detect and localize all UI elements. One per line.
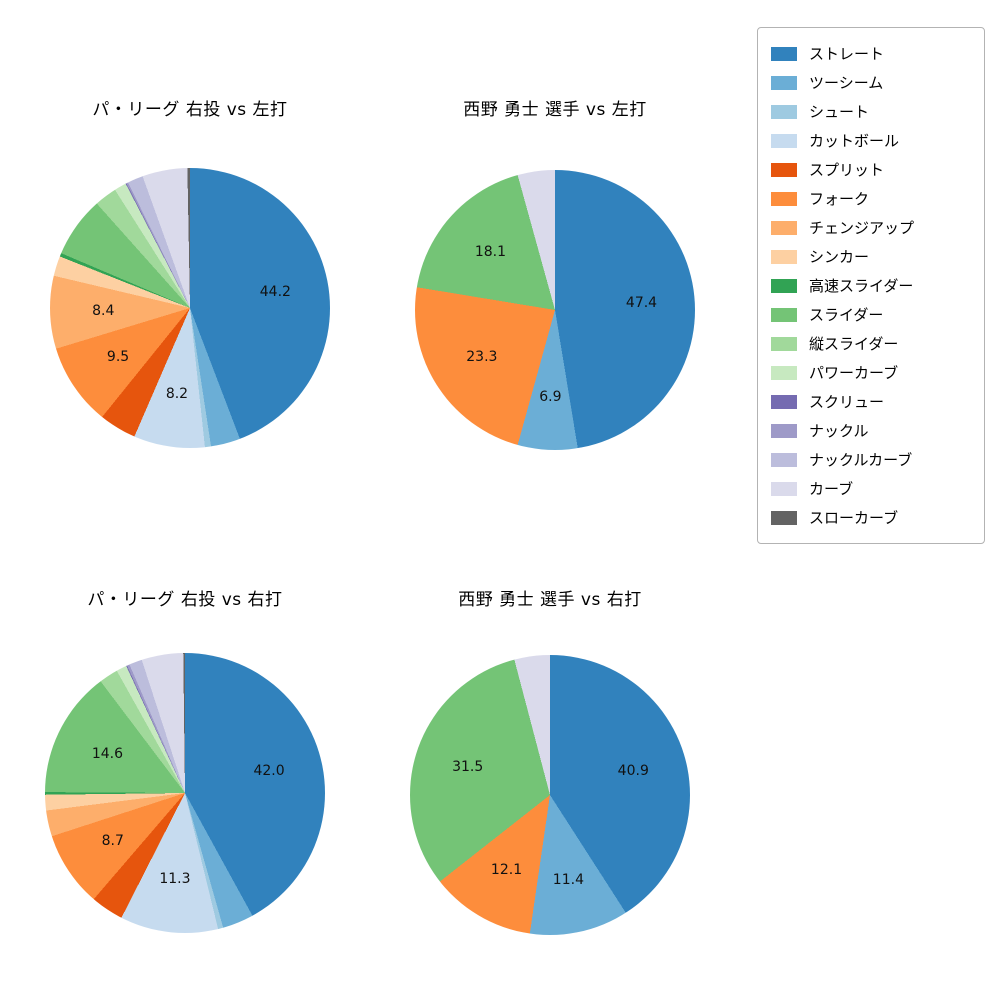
legend-swatch [771, 220, 797, 235]
slice-value-label: 44.2 [259, 284, 291, 301]
legend-swatch [771, 307, 797, 322]
legend-item: ツーシーム [771, 68, 971, 97]
pie-chart-pa-league-vs-rhb: 42.0 11.3 8.7 14.6 [45, 653, 325, 933]
legend-label: ツーシーム [809, 74, 884, 92]
legend-item: カットボール [771, 126, 971, 155]
pie-chart-nishino-vs-rhb: 40.9 11.4 12.1 31.5 [410, 655, 690, 935]
slice-value-label: 31.5 [452, 759, 484, 776]
legend-swatch [771, 104, 797, 119]
legend-swatch [771, 133, 797, 148]
slice-value-label: 14.6 [91, 746, 123, 763]
chart-title-nishino-vs-rhb: 西野 勇士 選手 vs 右打 [458, 590, 642, 610]
legend-label: フォーク [809, 190, 870, 208]
chart-title-pa-league-vs-lhb: パ・リーグ 右投 vs 左打 [92, 100, 288, 120]
chart-title-nishino-vs-lhb: 西野 勇士 選手 vs 左打 [463, 100, 647, 120]
legend-label: チェンジアップ [809, 219, 915, 237]
legend-swatch [771, 278, 797, 293]
slice-value-label: 9.5 [106, 348, 130, 365]
chart-title-pa-league-vs-rhb: パ・リーグ 右投 vs 右打 [87, 590, 283, 610]
legend: ストレートツーシームシュートカットボール スプリットフォークチェンジアップ シンカー… [757, 27, 985, 544]
legend-label: ナックル [809, 422, 869, 440]
legend-item: スローカーブ [771, 503, 971, 532]
slice-value-label: 6.9 [539, 388, 562, 405]
legend-item: 縦スライダー [771, 329, 971, 358]
legend-swatch [771, 191, 797, 206]
legend-swatch [771, 423, 797, 438]
legend-swatch [771, 452, 797, 467]
legend-swatch [771, 481, 797, 496]
legend-item: ナックル [771, 416, 971, 445]
legend-swatch [771, 365, 797, 380]
legend-label: スプリット [809, 161, 885, 179]
slice-value-label: 42.0 [253, 763, 285, 780]
legend-swatch [771, 46, 797, 61]
legend-item: チェンジアップ [771, 213, 971, 242]
legend-item: ストレート [771, 39, 971, 68]
legend-label: 縦スライダー [809, 335, 899, 353]
legend-swatch [771, 249, 797, 264]
slice-value-label: 23.3 [466, 348, 498, 365]
legend-item: 高速スライダー [771, 271, 971, 300]
legend-item: ナックルカーブ [771, 445, 971, 474]
legend-swatch [771, 336, 797, 351]
slice-value-label: 18.1 [474, 243, 507, 260]
slice-value-label: 47.4 [625, 294, 658, 311]
legend-label: ナックルカーブ [809, 451, 913, 469]
legend-label: スライダー [809, 306, 884, 324]
legend-swatch [771, 162, 797, 177]
legend-item: スプリット [771, 155, 971, 184]
legend-item: シンカー [771, 242, 971, 271]
legend-label: シュート [809, 103, 870, 121]
slice-value-label: 8.2 [165, 385, 189, 402]
pie-chart-nishino-vs-lhb: 47.4 6.9 23.3 18.1 [415, 170, 695, 450]
legend-item: カーブ [771, 474, 971, 503]
legend-swatch [771, 510, 797, 525]
slice-value-label: 40.9 [617, 762, 649, 779]
legend-label: ストレート [809, 45, 885, 63]
legend-item: スクリュー [771, 387, 971, 416]
legend-label: パワーカーブ [809, 364, 899, 382]
legend-label: カットボール [809, 132, 900, 150]
legend-label: カーブ [809, 480, 854, 498]
legend-item: シュート [771, 97, 971, 126]
legend-label: スクリュー [809, 393, 885, 411]
legend-item: パワーカーブ [771, 358, 971, 387]
slice-value-label: 12.1 [490, 862, 523, 879]
slice-value-label: 11.4 [552, 871, 584, 888]
legend-item: フォーク [771, 184, 971, 213]
legend-label: シンカー [809, 248, 870, 266]
slice-value-label: 8.7 [101, 833, 124, 850]
slice-value-label: 8.4 [92, 302, 115, 319]
slice-value-label: 11.3 [159, 871, 191, 888]
legend-label: 高速スライダー [809, 277, 914, 295]
legend-swatch [771, 75, 797, 90]
legend-swatch [771, 394, 797, 409]
legend-label: スローカーブ [809, 509, 899, 527]
legend-item: スライダー [771, 300, 971, 329]
pie-chart-pa-league-vs-lhb: 44.2 8.2 9.5 8.4 [50, 168, 330, 448]
